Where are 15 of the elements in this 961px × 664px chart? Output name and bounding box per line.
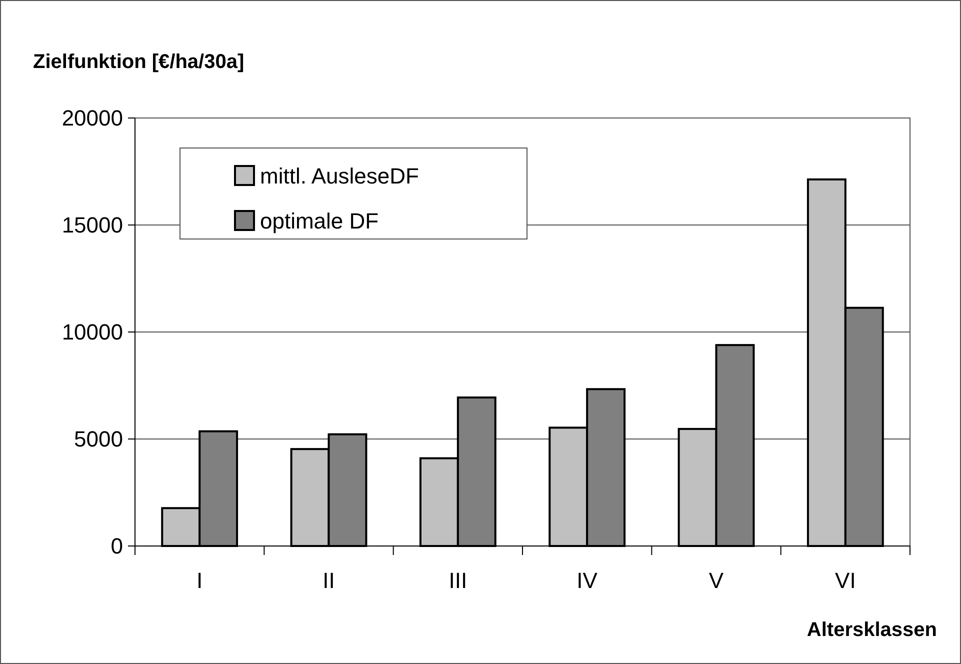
x-tick-label: I (196, 568, 203, 593)
x-tick-label: IV (576, 568, 598, 593)
x-tick-label: III (448, 568, 468, 593)
y-tick-label: 20000 (62, 106, 123, 131)
y-tick-label: 5000 (74, 426, 123, 452)
x-tick-label: II (322, 568, 335, 593)
legend-label: mittl. AusleseDF (260, 164, 419, 189)
x-axis-title: Altersklassen (806, 619, 937, 641)
y-tick-label: 15000 (62, 212, 123, 238)
chart-title: Zielfunktion [€/ha/30a] (33, 51, 244, 73)
x-tick-label: VI (835, 568, 856, 593)
x-tick-label: V (708, 568, 724, 593)
y-tick-label: 10000 (62, 320, 123, 345)
y-tick-label: 0 (110, 534, 123, 559)
legend-label: optimale DF (260, 208, 379, 234)
